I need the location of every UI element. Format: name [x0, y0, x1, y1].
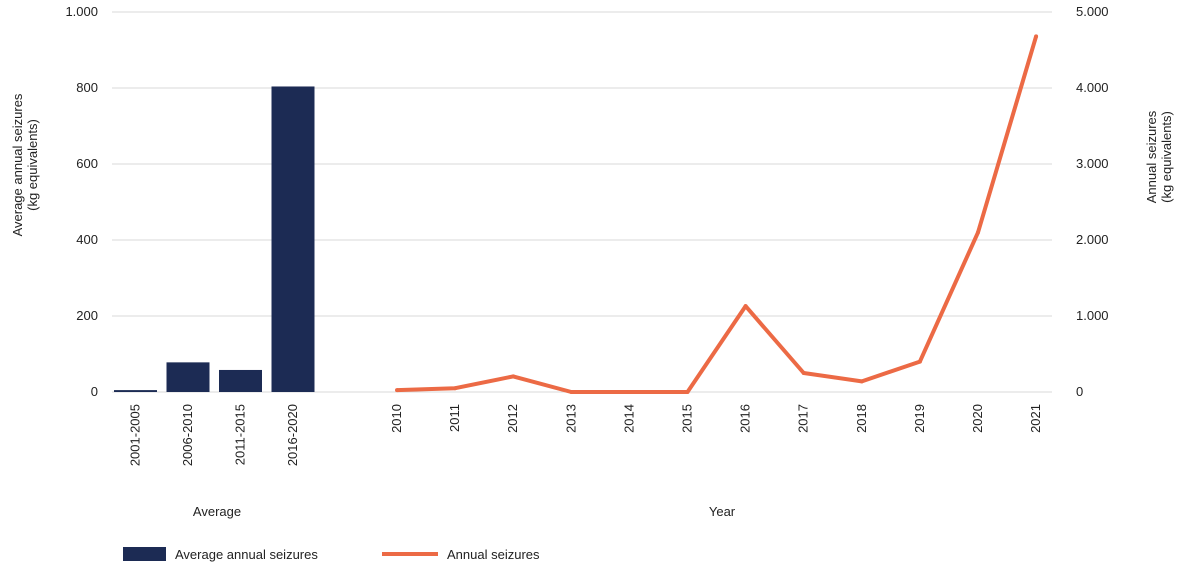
- right-y-tick-label: 1.000: [1076, 308, 1109, 323]
- bar-series: [114, 86, 315, 392]
- line-point: [685, 390, 690, 394]
- left-y-tick-label: 1.000: [65, 4, 98, 19]
- x-tick-label-bar: 2016-2020: [285, 404, 300, 466]
- bar: [166, 362, 210, 392]
- left-y-tick-label: 0: [91, 384, 98, 399]
- line-point: [976, 230, 980, 235]
- line-point: [743, 304, 748, 309]
- bar: [271, 86, 315, 392]
- line-point: [917, 359, 922, 364]
- x-tick-label-year: 2019: [912, 404, 927, 433]
- x-tick-label-year: 2013: [563, 404, 578, 433]
- left-y-tick-label: 200: [76, 308, 98, 323]
- x-axis-labels: 2001-2005 2006-2010 2011-2015 2016-2020 2010…: [128, 404, 1044, 466]
- bar: [219, 369, 262, 392]
- left-y-tick-label: 600: [76, 156, 98, 171]
- x-tick-label-year: 2018: [854, 404, 869, 433]
- right-y-tick-label: 0: [1076, 384, 1083, 399]
- x-tick-label-year: 2021: [1028, 404, 1043, 433]
- line-point: [569, 390, 574, 394]
- line-point: [801, 371, 806, 375]
- legend-label-line: Annual seizures: [447, 547, 540, 562]
- x-tick-label-year: 2015: [680, 404, 695, 433]
- right-y-tick-label: 5.000: [1076, 4, 1109, 19]
- right-y-axis-title-line2: (kg equivalents): [1159, 111, 1174, 203]
- legend-bar-swatch: [123, 547, 166, 561]
- legend-label-bars: Average annual seizures: [175, 547, 318, 562]
- left-y-axis-title-line2: (kg equivalents): [25, 119, 40, 211]
- line-point: [453, 386, 458, 391]
- line-point: [859, 379, 864, 384]
- gridlines: [112, 11, 1052, 393]
- x-tick-label-bar: 2006-2010: [180, 404, 195, 466]
- x-tick-label-year: 2010: [389, 404, 404, 433]
- line-point: [395, 388, 399, 393]
- right-y-axis-title: Annual seizures (kg equivalents): [1144, 110, 1174, 203]
- right-y-tick-label: 2.000: [1076, 232, 1109, 247]
- x-axis-title-year: Year: [709, 504, 736, 519]
- x-tick-label-bar: 2011-2015: [233, 404, 248, 465]
- right-y-axis: 0 1.000 2.000 3.000 4.000 5.000: [1076, 4, 1109, 399]
- right-y-tick-label: 4.000: [1076, 80, 1109, 95]
- right-y-tick-label: 3.000: [1076, 156, 1109, 171]
- x-axis-title-average: Average: [193, 504, 241, 519]
- x-tick-label-bar: 2001-2005: [128, 404, 143, 466]
- line-point: [511, 374, 516, 379]
- bar: [114, 390, 157, 392]
- x-tick-label-year: 2012: [505, 404, 520, 433]
- x-tick-label-year: 2014: [621, 404, 636, 433]
- line-point: [627, 390, 632, 394]
- line-series: [395, 34, 1039, 394]
- x-tick-label-year: 2020: [970, 404, 985, 433]
- line-point: [1034, 34, 1039, 39]
- x-tick-label-year: 2017: [796, 404, 811, 433]
- x-tick-label-year: 2016: [738, 404, 753, 433]
- left-y-axis-title-line1: Average annual seizures: [10, 93, 25, 236]
- x-tick-label-year: 2011: [447, 404, 462, 432]
- annual-seizures-line: [396, 35, 1039, 394]
- left-y-tick-label: 400: [76, 232, 98, 247]
- left-y-tick-label: 800: [76, 80, 98, 95]
- legend: Average annual seizures Annual seizures: [123, 547, 540, 562]
- left-y-axis: 0 200 400 600 800 1.000: [65, 4, 98, 399]
- right-y-axis-title-line1: Annual seizures: [1144, 110, 1159, 203]
- left-y-axis-title: Average annual seizures (kg equivalents): [10, 93, 40, 236]
